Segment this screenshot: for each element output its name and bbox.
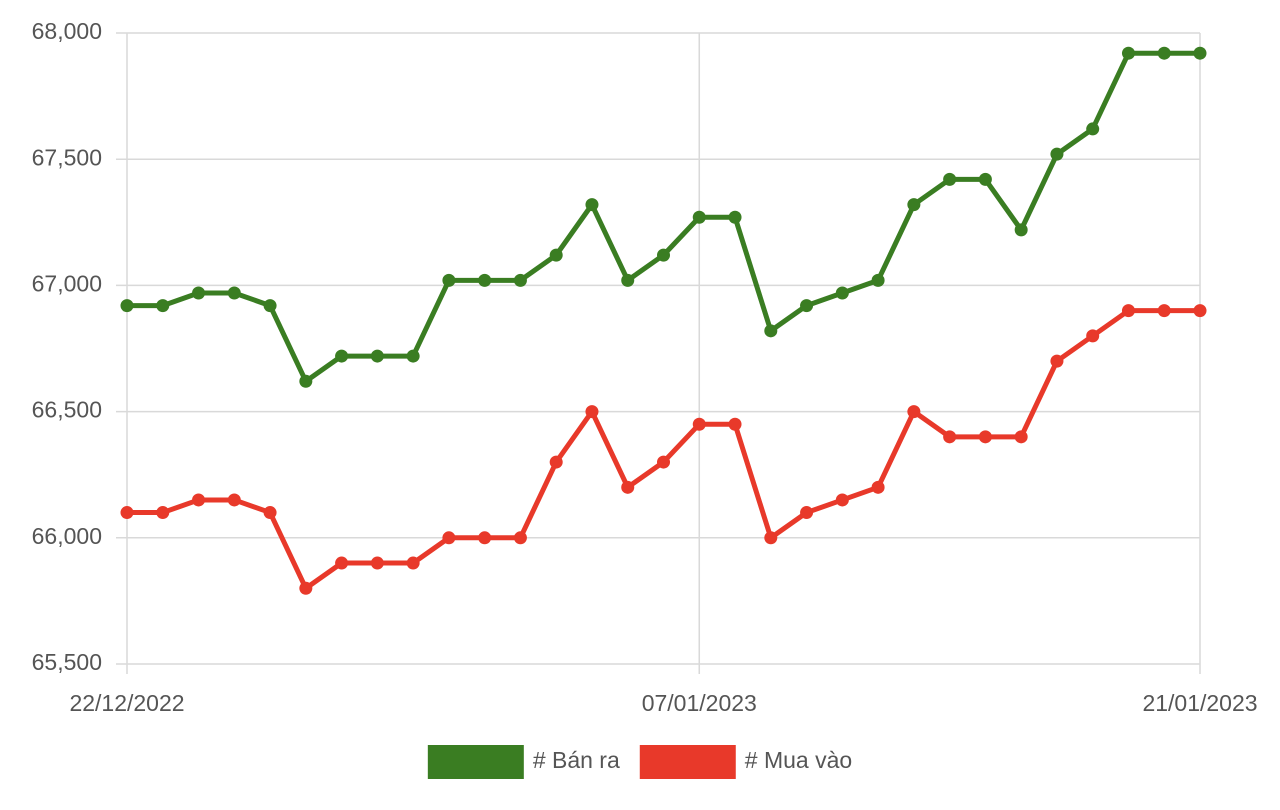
x-tick-label: 21/01/2023 (1142, 690, 1257, 716)
data-point (478, 531, 492, 545)
data-point (442, 531, 456, 545)
data-point (800, 299, 814, 313)
data-point (800, 506, 814, 520)
data-point (585, 405, 599, 419)
data-point (513, 273, 527, 287)
data-point (764, 324, 778, 338)
data-point (227, 286, 241, 300)
data-point (692, 417, 706, 431)
data-point (1121, 304, 1135, 318)
data-point (657, 455, 670, 469)
data-point (764, 531, 778, 545)
x-tick-label: 22/12/2022 (69, 690, 184, 716)
data-point (1121, 46, 1135, 60)
data-point (370, 349, 384, 363)
data-point (1193, 304, 1207, 318)
data-point (835, 286, 849, 300)
legend-label: # Bán ra (533, 747, 620, 773)
data-point (1014, 430, 1028, 444)
data-point (621, 480, 635, 494)
y-tick-label: 66,000 (32, 523, 102, 549)
data-point (1050, 147, 1064, 161)
data-point (299, 581, 313, 595)
data-point (871, 273, 885, 287)
data-point (978, 430, 992, 444)
data-point (478, 273, 492, 287)
data-point (192, 286, 206, 300)
y-tick-label: 65,500 (32, 649, 102, 675)
data-point (835, 493, 849, 507)
data-point (943, 172, 957, 186)
data-point (692, 210, 706, 224)
data-point (728, 210, 742, 224)
data-point (1050, 354, 1064, 368)
data-point (406, 556, 420, 570)
data-point (943, 430, 957, 444)
data-point (871, 480, 885, 494)
y-tick-label: 66,500 (32, 397, 102, 423)
data-point (1086, 122, 1100, 136)
legend-swatch (427, 745, 524, 779)
data-point (513, 531, 527, 545)
y-tick-label: 68,000 (32, 18, 102, 44)
data-point (728, 417, 742, 431)
data-point (907, 198, 921, 212)
data-point (549, 455, 563, 469)
legend-label: # Mua vào (745, 747, 852, 773)
data-point (585, 198, 599, 212)
data-point (227, 493, 241, 507)
data-point (370, 556, 384, 570)
data-point (335, 556, 349, 570)
data-point (192, 493, 206, 507)
data-point (263, 506, 277, 520)
data-point (442, 273, 456, 287)
data-point (263, 299, 277, 313)
data-point (907, 405, 921, 419)
series-line (127, 308, 1200, 591)
data-point (1193, 46, 1207, 60)
data-point (335, 349, 349, 363)
data-point (621, 273, 635, 287)
data-point (1157, 46, 1171, 60)
data-point (1157, 304, 1171, 318)
data-point (978, 172, 992, 186)
legend-swatch (639, 745, 736, 779)
data-point (406, 349, 420, 363)
data-point (156, 299, 170, 313)
y-tick-label: 67,500 (32, 144, 102, 170)
data-point (1014, 223, 1028, 237)
data-point (657, 248, 670, 262)
data-point (120, 506, 134, 520)
data-point (299, 374, 313, 388)
data-point (1086, 329, 1100, 343)
data-point (120, 299, 134, 313)
y-tick-label: 67,000 (32, 270, 102, 296)
data-point (549, 248, 563, 262)
series-line (127, 50, 1200, 384)
x-tick-label: 07/01/2023 (642, 690, 757, 716)
data-point (156, 506, 170, 520)
